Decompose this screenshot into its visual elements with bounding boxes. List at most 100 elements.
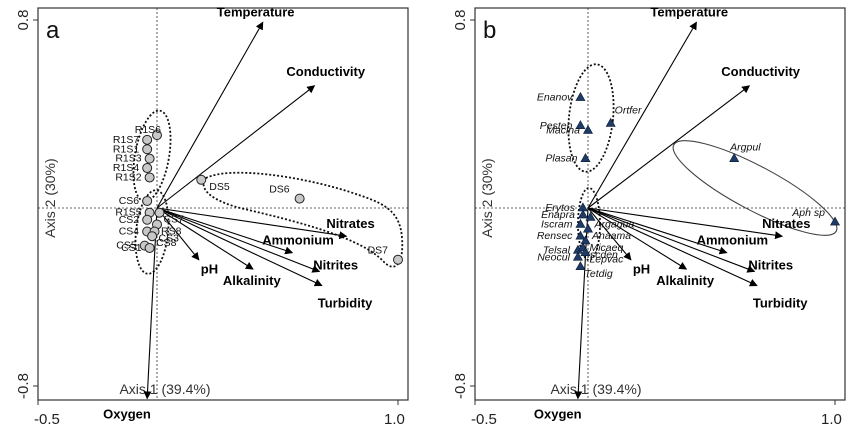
species-point [605, 117, 616, 127]
species-label: Aph sp [791, 207, 825, 219]
x-tick-label: 1.0 [821, 411, 842, 428]
species-point [582, 124, 594, 134]
vector-label-nitrates: Nitrates [762, 216, 810, 231]
vector-label-temperature: Temperature [217, 4, 295, 19]
site-label: CS8 [156, 237, 177, 249]
vector-label-nitrates: Nitrates [326, 216, 374, 231]
site-label: RS8 [161, 225, 182, 237]
site-point [154, 207, 165, 218]
x-axis-title: Axis 1 (39.4%) [550, 381, 641, 397]
species-label: Ortfer [615, 104, 642, 116]
site-label: DS5 [209, 181, 230, 193]
species-label: Rensec [537, 230, 573, 242]
site-label: DS6 [269, 184, 290, 196]
x-axis-title: Axis 1 (39.4%) [119, 381, 210, 397]
group-outline-upper [567, 63, 615, 173]
site-label: CS3 [159, 233, 180, 245]
x-tick-label: -0.5 [34, 411, 60, 428]
vector-label-temperature: Temperature [650, 4, 728, 19]
plot-frame [37, 7, 409, 401]
vector-label-ph: pH [201, 262, 218, 277]
species-point [580, 247, 591, 256]
panel-a: -0.5 1.0 0.8 -0.8 Axis 1 (39.4%) Axis 2 (30%)… [15, 4, 409, 428]
species-label: Macina [546, 124, 580, 136]
vector-arrow-turbidity [587, 207, 758, 287]
vector-arrow-ph [587, 207, 632, 261]
species-point [575, 218, 586, 228]
species-point [829, 216, 841, 226]
vector-arrow-ammonium [587, 207, 728, 255]
y-axis-title: Axis 2 (30%) [479, 158, 495, 237]
species-point [580, 153, 591, 162]
site-label: R1S6 [135, 124, 161, 136]
species-point [572, 251, 583, 261]
species-point [575, 120, 586, 130]
y-axis-title: Axis 2 (30%) [42, 158, 58, 237]
vector-arrow-ph [156, 207, 200, 261]
x-tick-label: -0.5 [471, 411, 497, 428]
site-point [142, 134, 153, 145]
vector-arrow-conductivity [156, 85, 316, 209]
vector-arrow-nitrates [587, 207, 784, 240]
site-point [142, 195, 153, 206]
vector-arrow-nitrites [156, 207, 321, 273]
panel-letter: b [483, 17, 496, 44]
species-label: Anaama [591, 230, 631, 242]
species-label: Tetdig [584, 268, 612, 280]
vector-arrow-conductivity [587, 85, 751, 209]
site-point [144, 153, 155, 164]
plot-frame [474, 7, 846, 401]
species-point [575, 91, 586, 101]
panel-b: -0.5 1.0 0.8 -0.8 Axis 1 (39.4%) Axis 2 (30%)… [452, 4, 846, 428]
species-point [580, 235, 591, 245]
y-tick-label: 0.8 [452, 10, 469, 31]
y-tick-label: -0.8 [15, 373, 32, 399]
vector-label-ammonium: Ammonium [697, 233, 769, 248]
vector-label-ammonium: Ammonium [262, 233, 334, 248]
site-label: R1S3 [115, 153, 141, 165]
vector-arrow-nitrates [156, 207, 348, 240]
species-point [729, 153, 740, 162]
site-point [142, 214, 153, 225]
species-label: Enanov [537, 92, 573, 104]
species-point [575, 261, 586, 271]
x-tick-label: 1.0 [384, 411, 405, 428]
site-point [147, 231, 158, 242]
vector-arrow-alkalinity [156, 207, 254, 270]
species-label: Argpul [729, 142, 761, 154]
species-label: Plasan [545, 153, 577, 165]
vector-label-alkalinity: Alkalinity [223, 273, 282, 288]
species-label: Iscram [541, 218, 573, 230]
site-label: CS5 [116, 240, 137, 252]
species-point [577, 209, 588, 219]
species-label: Argagua [594, 218, 635, 230]
site-label: CS7 [163, 214, 184, 226]
site-label: CS2 [119, 214, 140, 226]
site-label: DS7 [368, 245, 389, 257]
species-label: Lepvac [589, 254, 624, 266]
species-label: Erytos [545, 202, 576, 214]
species-point [582, 223, 594, 233]
site-point [294, 193, 305, 204]
species-label: Micaeq [589, 242, 623, 254]
vector-label-nitrites: Nitrites [313, 257, 358, 272]
vector-label-conductivity: Conductivity [721, 64, 800, 79]
group-outline-ds [202, 171, 404, 268]
vector-arrow-temperature [587, 21, 697, 209]
vector-label-turbidity: Turbidity [318, 296, 373, 311]
vector-arrow-ammonium [156, 207, 294, 255]
group-outline-center [577, 187, 601, 261]
panel-letter: a [46, 17, 60, 44]
site-label: CS6 [119, 195, 140, 207]
vector-label-alkalinity: Alkalinity [656, 273, 715, 288]
site-label: R1S1 [113, 143, 139, 155]
site-label: R1S2 [115, 171, 141, 183]
site-label: R1S7 [113, 134, 139, 146]
site-label: R1S5 [115, 207, 141, 219]
vector-arrow-turbidity [156, 207, 323, 287]
site-point [393, 254, 403, 265]
vector-label-nitrites: Nitrites [748, 257, 793, 272]
vector-label-oxygen: Oxygen [534, 406, 582, 421]
site-label: R1S4 [113, 162, 139, 174]
